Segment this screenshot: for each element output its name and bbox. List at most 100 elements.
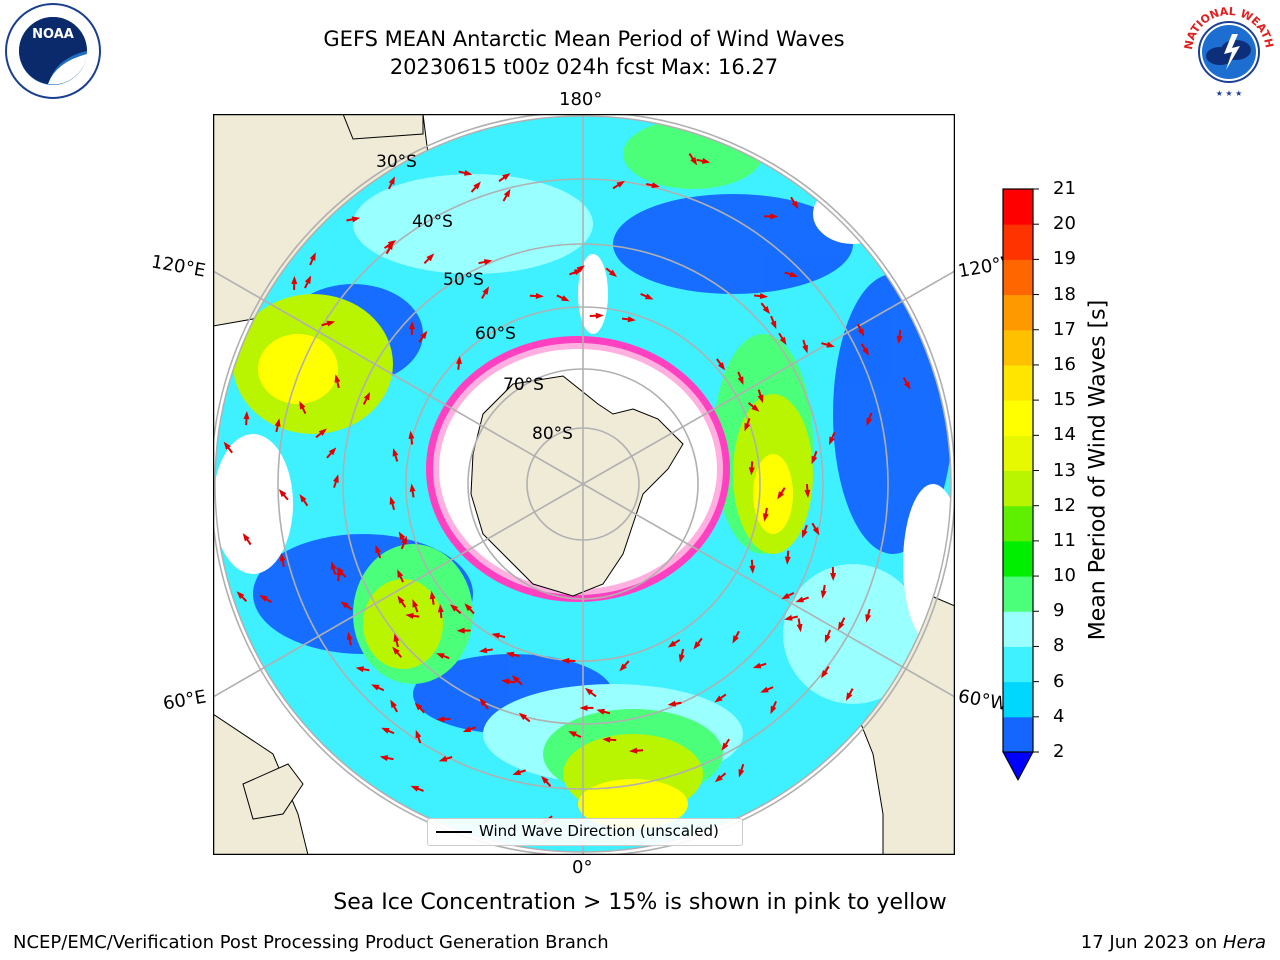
wave-arrow-head xyxy=(811,455,818,465)
wave-arrow-head xyxy=(616,180,625,188)
wave-arrow-head xyxy=(420,330,428,339)
wave-arrow-head xyxy=(334,374,341,383)
wave-arrow-head xyxy=(429,590,436,600)
wave-arrow-head xyxy=(784,614,793,621)
wave-arrow-head xyxy=(595,312,604,319)
wave-arrow-head xyxy=(693,641,701,650)
wave-arrow-head xyxy=(351,216,361,223)
colorbar-tick-label: 11 xyxy=(1053,529,1076,551)
wave-arrow-head xyxy=(501,678,510,685)
wave-arrow-head xyxy=(511,675,520,683)
colorbar-band xyxy=(1003,329,1033,366)
lat-label-60s: 60°S xyxy=(475,324,516,344)
wave-arrow-head xyxy=(760,686,769,693)
wave-arrow-head xyxy=(381,727,390,734)
land-top-strip xyxy=(342,114,424,140)
wave-arrow-head xyxy=(518,712,527,721)
wave-arrow-head xyxy=(299,494,307,503)
colorbar-tick-label: 8 xyxy=(1053,635,1065,657)
wave-arrow-head xyxy=(721,742,729,751)
wave-arrow-head xyxy=(436,653,445,659)
wave-arrow-head xyxy=(408,321,415,330)
wave-arrow-head xyxy=(223,441,231,450)
wave-arrow-head xyxy=(397,569,404,578)
svg-text:★ ★ ★: ★ ★ ★ xyxy=(1216,89,1243,98)
wave-arrow-head xyxy=(690,157,698,166)
wave-arrow-head xyxy=(837,621,845,631)
wave-arrow-head xyxy=(409,483,416,492)
colorbar-tick-label: 20 xyxy=(1053,213,1076,235)
colorbar-tick-label: 13 xyxy=(1053,459,1076,481)
wave-arrow-head xyxy=(714,695,723,703)
graticule xyxy=(213,114,955,855)
colorbar-band xyxy=(1003,364,1033,401)
wave-arrow-head xyxy=(830,572,837,582)
wave-arrow-head xyxy=(812,526,820,536)
footer-host: Hera xyxy=(1222,932,1266,953)
wave-arrow-head xyxy=(781,592,790,600)
chart-title: GEFS MEAN Antarctic Mean Period of Wind … xyxy=(323,27,845,51)
wave-arrow-head xyxy=(802,344,808,354)
colorbar-label: Mean Period of Wind Waves [s] xyxy=(1085,299,1111,641)
wave-arrow-head xyxy=(644,293,654,300)
colorbar-band xyxy=(1003,470,1033,507)
wave-arrow-head xyxy=(784,556,791,565)
wave-arrow-head xyxy=(330,561,337,570)
wave-arrow-head xyxy=(762,306,771,315)
wave-arrow-head xyxy=(502,173,511,181)
legend-label: Wind Wave Direction (unscaled) xyxy=(479,822,719,840)
colorbar-band xyxy=(1003,576,1033,612)
map-legend: Wind Wave Direction (unscaled) xyxy=(427,818,743,846)
wave-arrow-head xyxy=(393,633,400,642)
colorbar-tick-label: 10 xyxy=(1053,565,1076,587)
wave-arrow-head xyxy=(243,411,250,420)
wave-arrow-head xyxy=(678,654,685,663)
wave-arrow-head xyxy=(619,663,627,672)
polar-map xyxy=(213,114,955,855)
wave-arrow-head xyxy=(541,775,549,784)
wave-arrow-head xyxy=(576,265,585,273)
colorbar-tick-label: 19 xyxy=(1053,248,1076,270)
wave-arrow-head xyxy=(857,328,865,337)
colorbar-band xyxy=(1003,435,1033,471)
wave-arrow-head xyxy=(346,631,353,641)
wave-arrow-head xyxy=(738,768,745,778)
wave-arrow-head xyxy=(752,662,762,669)
wave-arrow-head xyxy=(398,531,406,540)
wave-arrow-head xyxy=(436,716,445,723)
wave-arrow-head xyxy=(737,376,744,385)
wave-arrow-head xyxy=(802,529,808,539)
legend-line-swatch xyxy=(436,831,472,833)
wave-arrow-head xyxy=(512,769,522,776)
wave-arrow-head xyxy=(561,657,570,664)
wave-arrow-head xyxy=(770,213,779,220)
footer-credit: NCEP/EMC/Verification Post Processing Pr… xyxy=(13,932,609,953)
wave-period-field xyxy=(215,116,951,852)
wave-arrow-head xyxy=(473,181,481,190)
colorbar-band xyxy=(1003,646,1033,683)
colorbar-band xyxy=(1003,505,1033,542)
wave-arrow-head xyxy=(279,553,286,562)
wave-arrow-head xyxy=(414,702,423,711)
colorbar-tick-label: 14 xyxy=(1053,424,1076,446)
wave-arrow-head xyxy=(732,635,739,644)
wave-arrow-head xyxy=(412,599,419,608)
wave-arrow-head xyxy=(336,567,344,575)
wave-arrow-head xyxy=(405,612,414,619)
wave-arrow-head xyxy=(274,418,281,427)
wave-arrow-head xyxy=(744,422,751,432)
land-antarctica xyxy=(470,375,684,597)
wave-arrow-head xyxy=(629,747,638,754)
colorbar-band xyxy=(1003,611,1033,647)
wave-arrow-head xyxy=(579,704,588,711)
wave-arrow-head xyxy=(479,697,487,707)
wave-arrow-head xyxy=(896,335,903,345)
wave-arrow-head xyxy=(390,699,397,709)
colorbar-tick-label: 17 xyxy=(1053,318,1076,340)
wave-arrow-head xyxy=(236,591,245,600)
noaa-logo: NOAA xyxy=(5,3,101,99)
lat-label-50s: 50°S xyxy=(443,270,484,290)
wave-arrow-head xyxy=(415,729,422,739)
wave-arrow-head xyxy=(355,666,365,673)
colorbar-tick-label: 2 xyxy=(1053,741,1065,762)
